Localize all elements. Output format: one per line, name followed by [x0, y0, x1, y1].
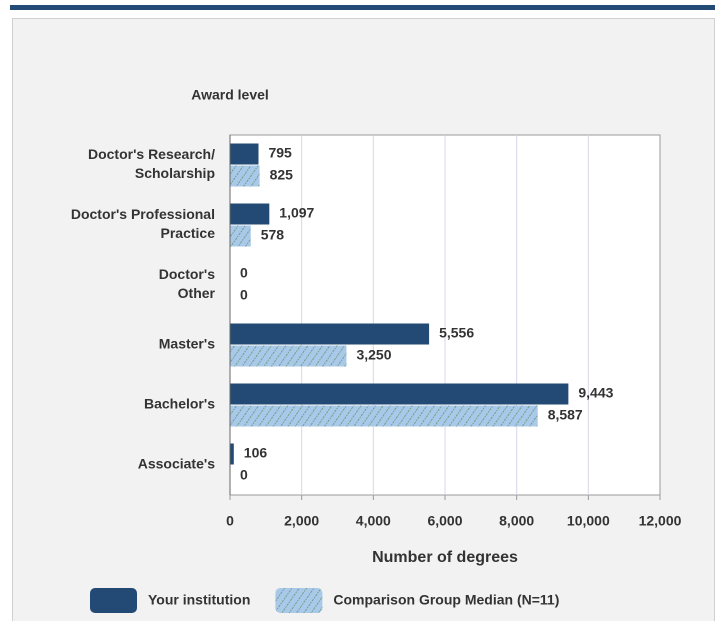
- y-tick-label: Master's: [159, 336, 215, 352]
- y-tick-label: Scholarship: [135, 165, 215, 181]
- legend-swatch: [275, 588, 323, 613]
- y-tick-label: Bachelor's: [144, 396, 215, 412]
- legend-swatch: [90, 588, 137, 613]
- data-label: 795: [268, 145, 292, 161]
- bar: [230, 383, 569, 405]
- data-label: 3,250: [356, 347, 391, 363]
- bar: [230, 143, 259, 165]
- data-label: 578: [261, 227, 285, 243]
- y-tick-label: Practice: [161, 225, 216, 241]
- data-label: 825: [270, 167, 294, 183]
- x-axis-title: Number of degrees: [372, 549, 518, 566]
- bar: [230, 345, 347, 367]
- data-label: 0: [240, 265, 248, 281]
- x-tick-label: 2,000: [284, 513, 319, 529]
- y-tick-label: Doctor's Professional: [71, 206, 215, 222]
- y-tick-label: Associate's: [138, 456, 215, 472]
- data-label: 5,556: [439, 325, 474, 341]
- data-label: 8,587: [548, 407, 583, 423]
- x-tick-label: 0: [226, 513, 234, 529]
- legend-label: Comparison Group Median (N=11): [333, 592, 559, 608]
- data-label: 106: [244, 445, 268, 461]
- x-tick-label: 12,000: [639, 513, 682, 529]
- y-axis-title: Award level: [191, 87, 269, 103]
- data-label: 0: [240, 287, 248, 303]
- x-tick-label: 10,000: [567, 513, 610, 529]
- x-tick-label: 6,000: [427, 513, 462, 529]
- bar: [230, 443, 234, 465]
- x-tick-label: 4,000: [356, 513, 391, 529]
- bar: [230, 225, 251, 247]
- top-bar: [10, 5, 715, 10]
- x-tick-label: 8,000: [499, 513, 534, 529]
- data-label: 1,097: [279, 205, 314, 221]
- data-label: 0: [240, 467, 248, 483]
- legend-label: Your institution: [148, 592, 250, 608]
- bar: [230, 323, 430, 345]
- y-tick-label: Doctor's: [159, 266, 215, 282]
- data-label: 9,443: [578, 385, 613, 401]
- y-tick-label: Other: [178, 285, 216, 301]
- bar: [230, 203, 270, 225]
- bar: [230, 165, 260, 187]
- y-tick-label: Doctor's Research/: [88, 146, 215, 162]
- bar: [230, 405, 538, 427]
